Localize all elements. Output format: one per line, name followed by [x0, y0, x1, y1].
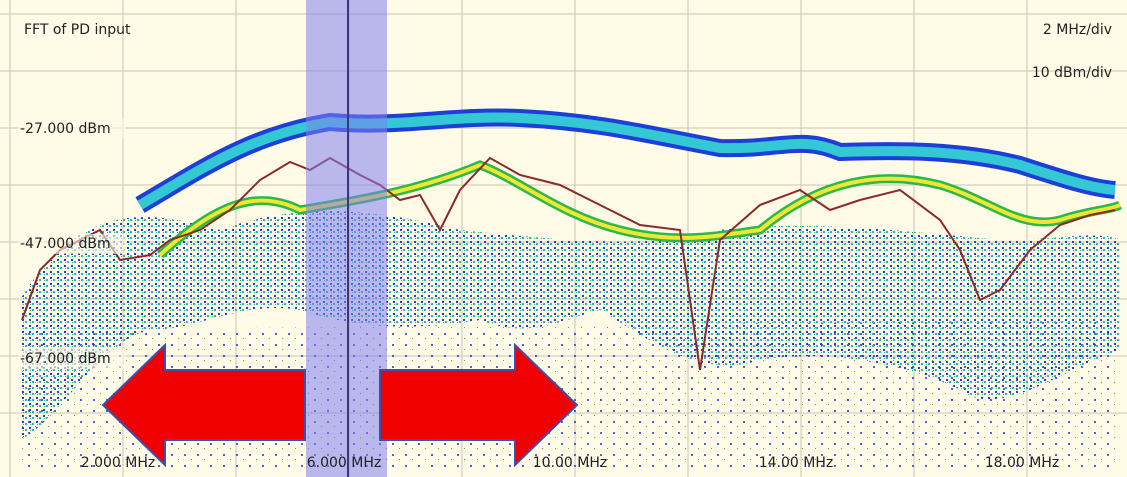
x-label: 2.000 MHz: [81, 455, 155, 471]
x-label: 14.00 MHz: [759, 455, 833, 471]
x-label: 18.00 MHz: [985, 455, 1059, 471]
y-scale: 10 dBm/div: [1032, 65, 1112, 81]
x-label: 10.00 MHz: [533, 455, 607, 471]
level-label: -47.000 dBm: [20, 236, 111, 252]
level-label: -67.000 dBm: [20, 351, 111, 367]
level-label: -27.000 dBm: [20, 121, 111, 137]
x-label: 6.000 MHz: [307, 455, 381, 471]
marker-band: [306, 0, 387, 477]
spectrum-screenshot: FFT of PD input 2 MHz/div 10 dBm/div -27…: [0, 0, 1127, 477]
plot-title: FFT of PD input: [24, 22, 131, 38]
x-scale: 2 MHz/div: [1043, 22, 1112, 38]
